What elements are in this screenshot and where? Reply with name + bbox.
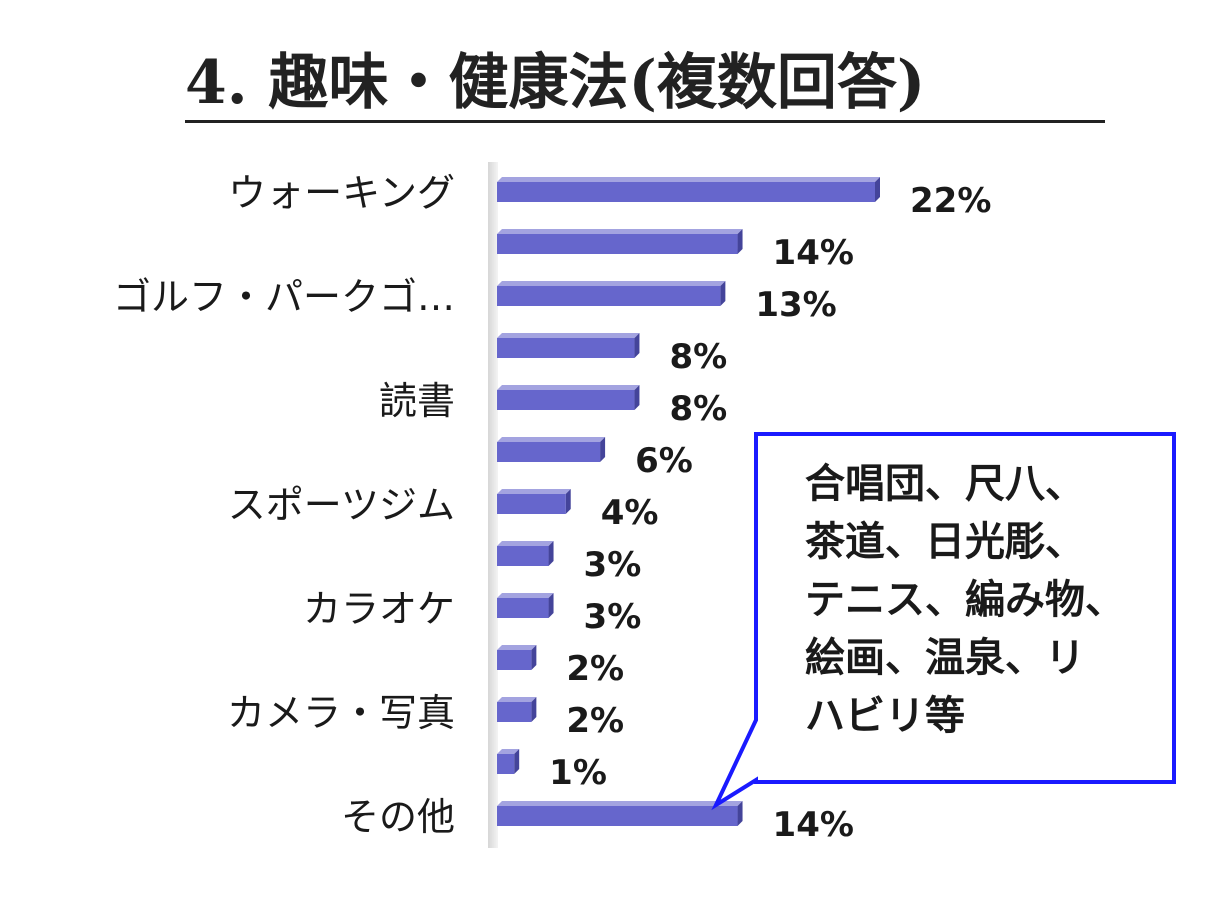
- data-label: 13%: [755, 285, 836, 325]
- data-label: 22%: [910, 181, 991, 221]
- category-label: スポーツジム: [228, 483, 455, 527]
- bar: [497, 234, 738, 254]
- bar-group: 3%: [497, 541, 641, 585]
- bar: [497, 286, 721, 306]
- category-label: ゴルフ・パークゴ…: [113, 275, 455, 319]
- category-label: カラオケ: [303, 587, 455, 631]
- bar-top-face: [497, 281, 726, 286]
- bar: [497, 598, 549, 618]
- category-label: その他: [341, 795, 455, 839]
- bar-group: 4% スポーツジム: [228, 483, 659, 533]
- category-axis-wall: [488, 162, 498, 848]
- callout-box: [711, 432, 1176, 811]
- bar-side-face: [531, 697, 537, 722]
- data-label: 8%: [669, 337, 727, 377]
- bar-side-face: [548, 541, 554, 566]
- bar-side-face: [548, 593, 554, 618]
- bar-top-face: [497, 801, 743, 806]
- bar: [497, 754, 515, 774]
- bar-group: 2%: [497, 645, 624, 689]
- data-label: 3%: [584, 545, 642, 585]
- bar-group: 3% カラオケ: [303, 587, 641, 637]
- bar: [497, 182, 875, 202]
- bar-side-face: [514, 749, 520, 774]
- bar-group: 14% その他: [341, 795, 854, 845]
- bar-group: 14%: [497, 229, 854, 273]
- bar-top-face: [497, 229, 743, 234]
- title-underline: [185, 120, 1105, 123]
- callout-annotation-text: 合唱団、尺八、 茶道、日光彫、 テニス、編み物、 絵画、温泉、リ ハビリ等: [805, 461, 1125, 739]
- bar-side-face: [600, 437, 606, 462]
- bar: [497, 806, 738, 826]
- bar-side-face: [531, 645, 537, 670]
- category-label: ウォーキング: [228, 171, 455, 215]
- bar-side-face: [720, 281, 726, 306]
- bar-top-face: [497, 645, 537, 650]
- bar: [497, 546, 549, 566]
- bar: [497, 494, 566, 514]
- bar-group: 13% ゴルフ・パークゴ…: [113, 275, 837, 325]
- bar-group: 8%: [497, 333, 727, 377]
- bar-top-face: [497, 593, 554, 598]
- data-label: 8%: [669, 389, 727, 429]
- bar-group: 2% カメラ・写真: [227, 691, 624, 741]
- bar: [497, 650, 532, 670]
- bar-top-face: [497, 489, 571, 494]
- bar-top-face: [497, 385, 640, 390]
- bar-side-face: [634, 385, 640, 410]
- bar-top-face: [497, 333, 640, 338]
- bar-group: 1%: [497, 749, 607, 793]
- bar-top-face: [497, 697, 537, 702]
- data-label: 6%: [635, 441, 693, 481]
- bar: [497, 702, 532, 722]
- bar-side-face: [634, 333, 640, 358]
- bar-top-face: [497, 177, 880, 182]
- data-label: 2%: [566, 701, 624, 741]
- bar-top-face: [497, 749, 520, 754]
- bar: [497, 442, 601, 462]
- chart-title: 4. 趣味・健康法(複数回答): [185, 48, 926, 118]
- data-label: 14%: [773, 233, 854, 273]
- bar-side-face: [875, 177, 880, 202]
- bar-group: 6%: [497, 437, 693, 481]
- bar-side-face: [737, 801, 743, 826]
- bar-group: 22% ウォーキング: [228, 171, 991, 221]
- data-label: 4%: [601, 493, 659, 533]
- data-label: 2%: [566, 649, 624, 689]
- data-label: 14%: [773, 805, 854, 845]
- bar-side-face: [737, 229, 743, 254]
- bar-side-face: [565, 489, 571, 514]
- bar-top-face: [497, 541, 554, 546]
- category-label: カメラ・写真: [227, 691, 455, 735]
- bar-group: 8% 読書: [379, 379, 727, 429]
- bar: [497, 338, 635, 358]
- category-label: 読書: [379, 379, 455, 423]
- bar: [497, 390, 635, 410]
- data-label: 3%: [584, 597, 642, 637]
- bar-top-face: [497, 437, 606, 442]
- data-label: 1%: [549, 753, 607, 793]
